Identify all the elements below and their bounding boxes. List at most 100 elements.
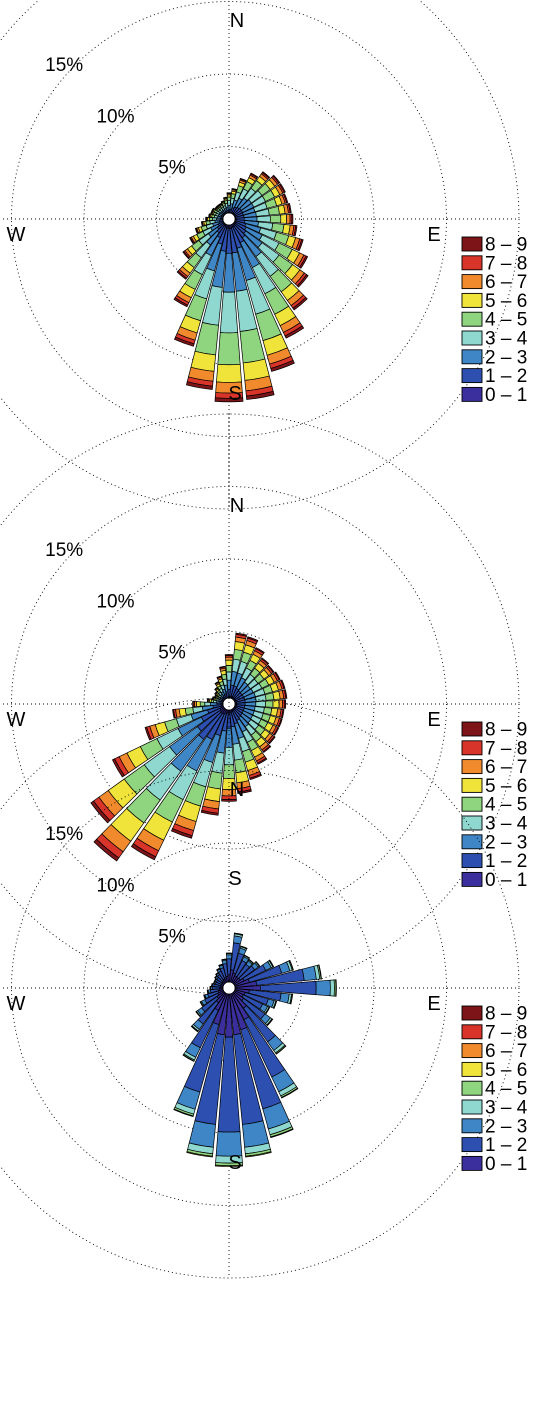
- cardinal-s: S: [228, 1152, 241, 1174]
- rose-wedge-100-bin-8: [281, 708, 285, 719]
- grid-ring: [156, 146, 302, 292]
- ring-label: 15%: [45, 540, 83, 561]
- rose-wedge-260-bin-8: [172, 709, 176, 719]
- cardinal-w: W: [7, 709, 26, 731]
- rose-wedge-0-bin-2: [226, 954, 232, 960]
- rose-wedge-0-bin-3: [227, 200, 231, 206]
- legend-swatch: [461, 871, 483, 887]
- ring-label: 10%: [96, 875, 134, 896]
- rose-wedge-90-bin-2: [315, 979, 331, 997]
- grid-ring: [0, 697, 520, 1279]
- grid-ring: [83, 558, 375, 850]
- rose-wedge-250-bin-8: [144, 726, 152, 741]
- rose-wedge-140-bin-8: [262, 745, 272, 753]
- rose-hub: [223, 213, 235, 225]
- legend-swatch: [461, 740, 483, 756]
- rose-wedge-320-bin-5: [215, 972, 219, 975]
- legend-swatch: [461, 368, 483, 384]
- rose-wedge-60-bin-8: [274, 671, 281, 681]
- legend-label: 6 – 7: [485, 272, 527, 293]
- legend-label: 2 – 3: [485, 1116, 527, 1137]
- rose-wedge-90-bin-8: [291, 213, 294, 225]
- legend-label: 4 – 5: [485, 310, 527, 331]
- rose-wedge-80-bin-4: [264, 692, 275, 701]
- rose-wedge-230-bin-8: [182, 250, 190, 260]
- rose-wedge-190-bin-8: [185, 381, 213, 390]
- rose-wedge-220-bin-8: [176, 270, 188, 280]
- rose-wedge-170-bin-5: [245, 1151, 272, 1158]
- rose-wedge-0-bin-8: [224, 654, 234, 656]
- rose-wedge-200-bin-8: [170, 828, 193, 839]
- rose-wedge-330-bin-8: [218, 202, 222, 206]
- rose-wedge-20-bin-8: [239, 177, 247, 182]
- cardinal-s: S: [228, 868, 241, 890]
- rose-wedge-270-bin-3: [204, 701, 211, 707]
- cardinal-n: N: [230, 779, 244, 801]
- legend-label: 7 – 8: [485, 1022, 527, 1043]
- legend-label: 3 – 4: [485, 1098, 528, 1119]
- legend-label: 8 – 9: [485, 235, 527, 256]
- rose-wedge-120-bin-8: [273, 727, 280, 736]
- rose-wedge-90-bin-6: [278, 699, 284, 709]
- cardinal-w: W: [7, 224, 26, 246]
- legend-label: 0 – 1: [485, 1154, 527, 1175]
- rose-wedge-100-bin-5: [290, 993, 294, 1005]
- rose-wedge-40-bin-8: [260, 657, 270, 665]
- rose-wedge-50-bin-5: [255, 960, 261, 967]
- rose-wedge-90-bin-3: [256, 215, 271, 223]
- cardinal-w: W: [7, 993, 26, 1015]
- legend-label: 1 – 2: [485, 366, 527, 387]
- ring-label: 5%: [158, 643, 186, 664]
- legend-label: 7 – 8: [485, 253, 527, 274]
- rose-wedge-50-bin-8: [267, 664, 275, 673]
- legend-swatch: [461, 311, 483, 327]
- rose-wedge-190-bin-8: [200, 809, 219, 816]
- rose-wedge-20-bin-5: [240, 945, 248, 949]
- rose-wedge-110-bin-5: [273, 1000, 278, 1009]
- rose-hub: [223, 982, 235, 994]
- cardinal-e: E: [427, 993, 440, 1015]
- grid-ring: [83, 73, 375, 365]
- rose-wedge-310-bin-8: [214, 206, 218, 210]
- rose-wedge-150-bin-8: [284, 325, 305, 339]
- rose-wedge-250-bin-5: [203, 994, 206, 1000]
- rose-wedge-90-bin-5: [335, 979, 337, 997]
- rose-wedge-230-bin-5: [195, 1011, 201, 1018]
- rose-wedge-190-bin-4: [207, 770, 223, 790]
- rose-wedge-30-bin-5: [244, 954, 251, 959]
- rose-wedge-20-bin-8: [246, 636, 259, 643]
- rose-wedge-50-bin-8: [272, 174, 281, 184]
- cardinal-s: S: [228, 383, 241, 405]
- legend-swatch: [461, 777, 483, 793]
- rose-wedge-80-bin-5: [318, 964, 322, 980]
- legend-label: 2 – 3: [485, 832, 527, 853]
- rose-wedge-180-bin-8: [221, 798, 237, 802]
- legend-swatch: [461, 255, 483, 271]
- legend-label: 5 – 6: [485, 291, 527, 312]
- rose-wedge-190-bin-5: [186, 1151, 213, 1158]
- rose-wedge-180-bin-5: [216, 363, 242, 383]
- rose-wedge-220-bin-5: [190, 1025, 199, 1033]
- grid-ring: [156, 631, 302, 777]
- rose-wedge-280-bin-5: [211, 983, 213, 987]
- legend-swatch: [461, 759, 483, 775]
- rose-wedge-280-bin-8: [208, 213, 210, 218]
- legend-swatch: [461, 834, 483, 850]
- rose-wedge-90-bin-6: [286, 213, 291, 225]
- legend-swatch: [461, 1137, 483, 1153]
- rose-wedge-340-bin-8: [220, 200, 225, 203]
- rose-wedge-120-bin-5: [265, 1006, 271, 1014]
- rose-wedge-60-bin-8: [279, 183, 286, 193]
- rose-wedge-320-bin-8: [216, 204, 220, 208]
- legend-swatch: [461, 330, 483, 346]
- rose-wedge-170-bin-8: [245, 390, 275, 400]
- rose-wedge-260-bin-8: [200, 221, 203, 227]
- legend-label: 6 – 7: [485, 1041, 527, 1062]
- legend-swatch: [461, 1024, 483, 1040]
- grid-ring: [0, 413, 520, 995]
- rose-wedge-10-bin-4: [233, 648, 244, 661]
- rose-wedge-140-bin-5: [275, 1045, 287, 1055]
- legend-swatch: [461, 236, 483, 252]
